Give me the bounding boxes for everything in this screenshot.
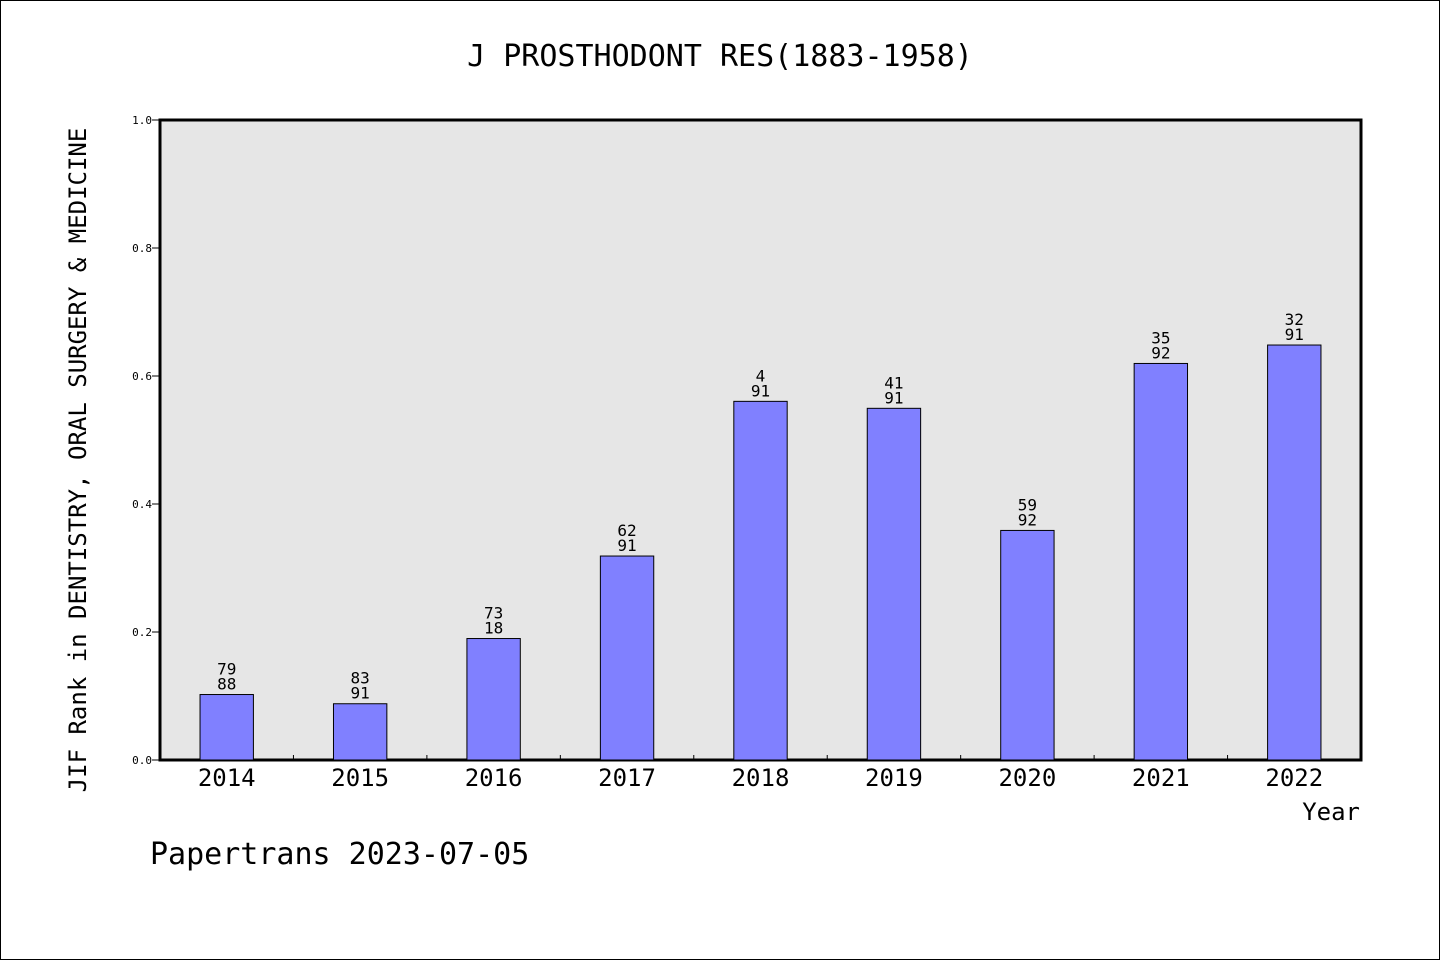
bar-label-bottom: 92 <box>1151 343 1170 362</box>
x-tick-label: 2016 <box>465 764 523 792</box>
bar-label-bottom: 88 <box>217 675 236 694</box>
bar-2020 <box>1000 529 1055 761</box>
bar-2018 <box>733 400 788 761</box>
bar-label-bottom: 91 <box>751 381 770 400</box>
x-axis-label: Year <box>1302 798 1360 826</box>
x-tick-label: 2017 <box>598 764 656 792</box>
bar-label-top: 32 <box>1285 310 1304 329</box>
bar-2022 <box>1267 344 1322 761</box>
bar-label-top: 62 <box>617 521 636 540</box>
bar-label-bottom: 91 <box>884 388 903 407</box>
bar-label-top: 41 <box>884 373 903 392</box>
x-tick-label: 2019 <box>865 764 923 792</box>
x-tick-label: 2015 <box>331 764 389 792</box>
watermark-text: Papertrans 2023-07-05 <box>150 837 529 872</box>
bar-series <box>199 344 1322 761</box>
x-tick-label: 2022 <box>1265 764 1323 792</box>
y-tick-label: 1.0 <box>132 114 152 127</box>
bar-label-bottom: 91 <box>1285 325 1304 344</box>
x-tick-label: 2018 <box>732 764 790 792</box>
x-tick-label: 2020 <box>998 764 1056 792</box>
y-tick-label: 0.4 <box>132 498 152 511</box>
y-axis: 0.0 0.2 0.4 0.6 0.8 1.0 <box>132 114 160 767</box>
y-tick-label: 0.8 <box>132 242 152 255</box>
bar-2017 <box>599 555 655 761</box>
y-tick-label: 0.0 <box>132 754 152 767</box>
bar-2021 <box>1133 362 1189 761</box>
bar-label-top: 79 <box>217 660 236 679</box>
bar-label-top: 4 <box>756 366 766 385</box>
x-tick-label: 2014 <box>198 764 256 792</box>
y-tick-label: 0.6 <box>132 370 152 383</box>
chart-title: J PROSTHODONT RES(1883-1958) <box>467 39 973 74</box>
bar-2019 <box>866 407 922 761</box>
bar-label-bottom: 92 <box>1018 510 1037 529</box>
bar-label-top: 83 <box>351 669 370 688</box>
bar-label-top: 59 <box>1018 495 1037 514</box>
bar-label-bottom: 18 <box>484 619 503 638</box>
bar-label-top: 73 <box>484 604 503 623</box>
x-tick-label: 2021 <box>1132 764 1190 792</box>
y-axis-label: JIF Rank in DENTISTRY, ORAL SURGERY & ME… <box>64 128 92 793</box>
y-tick-label: 0.2 <box>132 626 152 639</box>
bar-2016 <box>466 638 521 761</box>
bar-2015 <box>332 703 388 761</box>
x-axis: 2014 2015 2016 2017 2018 2019 2020 2021 2022 <box>198 755 1323 792</box>
bar-label-bottom: 91 <box>351 684 370 703</box>
bar-2014 <box>199 694 254 761</box>
bar-label-top: 35 <box>1151 328 1170 347</box>
bar-label-bottom: 91 <box>617 536 636 555</box>
